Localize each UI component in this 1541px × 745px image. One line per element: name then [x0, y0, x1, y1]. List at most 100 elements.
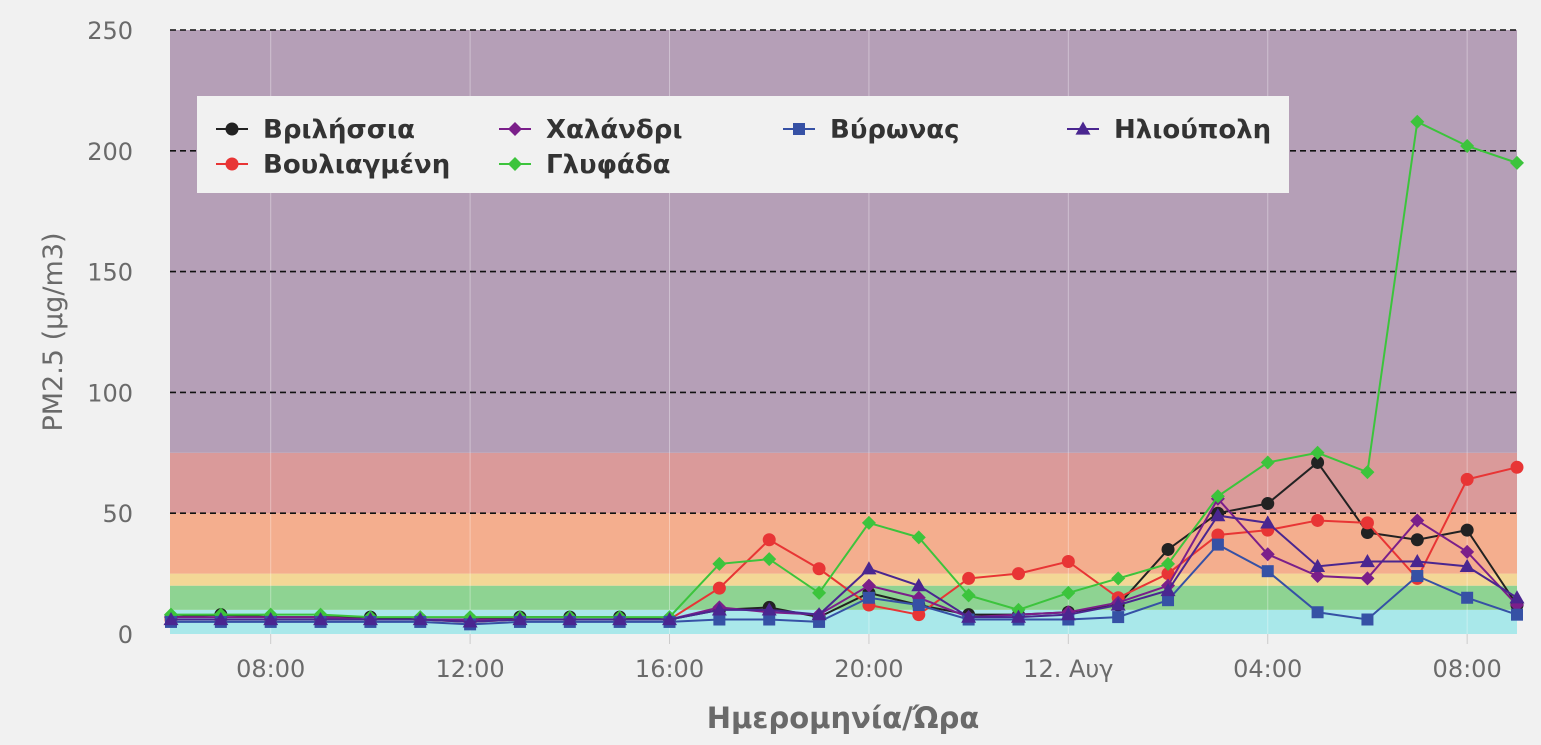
- data-point: [1409, 554, 1425, 568]
- legend-item[interactable]: Ηλιούπολη: [1067, 115, 1271, 145]
- data-point: [263, 612, 279, 626]
- data-point: [1260, 515, 1276, 529]
- x-tick-label: 20:00: [834, 655, 903, 683]
- data-point: [412, 612, 428, 626]
- data-point: [1210, 508, 1226, 522]
- data-point: [1359, 554, 1375, 568]
- data-point: [1112, 611, 1125, 624]
- data-point: [1162, 594, 1175, 607]
- data-point: [911, 578, 927, 592]
- series-line: [170, 514, 1518, 623]
- legend-item[interactable]: Χαλάνδρι: [499, 115, 683, 145]
- legend-item[interactable]: Γλυφάδα: [499, 150, 671, 180]
- band-5: [170, 30, 1517, 453]
- legend[interactable]: Βριλήσσια Χαλάνδρι Βύρωνας Ηλιούπολη Βουλιαγ…: [197, 96, 1289, 193]
- data-point: [811, 607, 827, 621]
- data-point: [1460, 544, 1475, 559]
- legend-symbol: [793, 123, 805, 135]
- legend-label: Βύρωνας: [830, 115, 960, 145]
- data-point: [861, 515, 876, 530]
- legend-label: Χαλάνδρι: [546, 115, 683, 145]
- legend-label: Βριλήσσια: [263, 115, 415, 145]
- legend-symbol: [225, 122, 239, 136]
- x-tick-label: 08:00: [236, 655, 305, 683]
- legend-item[interactable]: Βριλήσσια: [216, 115, 415, 145]
- legend-symbol: [508, 157, 522, 171]
- data-point: [1111, 571, 1126, 586]
- data-point: [1360, 571, 1375, 586]
- data-point: [762, 533, 776, 547]
- data-point: [1460, 523, 1474, 537]
- x-axis-title: Ημερομηνία/Ώρα: [707, 701, 980, 735]
- data-point: [1410, 513, 1425, 528]
- data-point: [562, 612, 578, 626]
- data-point: [1261, 497, 1275, 511]
- data-point: [861, 578, 876, 593]
- data-point: [1410, 114, 1425, 129]
- data-point: [711, 602, 727, 616]
- legend-item[interactable]: Βύρωνας: [783, 115, 960, 145]
- data-point: [1311, 513, 1325, 527]
- data-point: [1061, 585, 1076, 600]
- data-point: [1510, 155, 1524, 170]
- data-point: [1411, 570, 1424, 583]
- data-point: [1060, 607, 1076, 621]
- data-point: [962, 571, 976, 585]
- data-point: [1310, 558, 1326, 572]
- data-point: [762, 552, 777, 567]
- legend-label: Ηλιούπολη: [1114, 115, 1271, 145]
- y-tick-label: 100: [87, 379, 133, 407]
- data-point: [713, 613, 726, 626]
- data-point: [712, 581, 726, 595]
- data-point: [1361, 613, 1374, 626]
- y-axis-ticks: 0 50 100 150 200 250: [87, 17, 133, 649]
- series-line: [170, 543, 1518, 626]
- data-point: [1459, 558, 1475, 572]
- data-point: [1360, 465, 1375, 480]
- data-point: [911, 530, 926, 545]
- data-point: [761, 602, 777, 616]
- data-point: [712, 556, 727, 571]
- data-point: [1211, 538, 1224, 551]
- data-point: [861, 561, 877, 575]
- legend-item[interactable]: Βουλιαγμένη: [216, 150, 450, 180]
- data-point: [1110, 597, 1126, 611]
- data-point: [812, 562, 826, 576]
- data-point: [1161, 567, 1175, 581]
- data-point: [612, 612, 628, 626]
- data-point: [1460, 472, 1474, 486]
- data-point: [1460, 138, 1475, 153]
- data-point: [1260, 547, 1275, 562]
- data-series: [163, 114, 1525, 631]
- data-point: [1360, 526, 1374, 540]
- x-tick-label: 12. Αυγ: [1023, 655, 1113, 683]
- y-tick-label: 50: [102, 500, 133, 528]
- data-point: [1510, 460, 1524, 474]
- data-point: [1210, 489, 1225, 504]
- y-tick-label: 200: [87, 138, 133, 166]
- data-point: [1011, 567, 1025, 581]
- data-point: [1310, 569, 1325, 584]
- data-point: [1360, 516, 1374, 530]
- y-tick-label: 0: [118, 621, 133, 649]
- band-2: [170, 573, 1517, 586]
- x-tick-label: 12:00: [436, 655, 505, 683]
- data-point: [462, 614, 478, 628]
- data-point: [1010, 609, 1026, 623]
- y-axis-title: PM2.5 (μg/m3): [38, 232, 69, 431]
- data-point: [912, 608, 926, 622]
- data-point: [1310, 445, 1325, 460]
- data-point: [1061, 555, 1075, 569]
- data-point: [512, 612, 528, 626]
- data-point: [362, 612, 378, 626]
- data-point: [662, 612, 678, 626]
- y-tick-label: 150: [87, 259, 133, 287]
- data-point: [961, 588, 976, 603]
- legend-symbol: [1075, 121, 1091, 135]
- data-point: [1511, 608, 1523, 621]
- legend-symbol: [508, 122, 522, 136]
- data-point: [1261, 565, 1274, 578]
- data-point: [961, 609, 977, 623]
- data-point: [1509, 590, 1525, 604]
